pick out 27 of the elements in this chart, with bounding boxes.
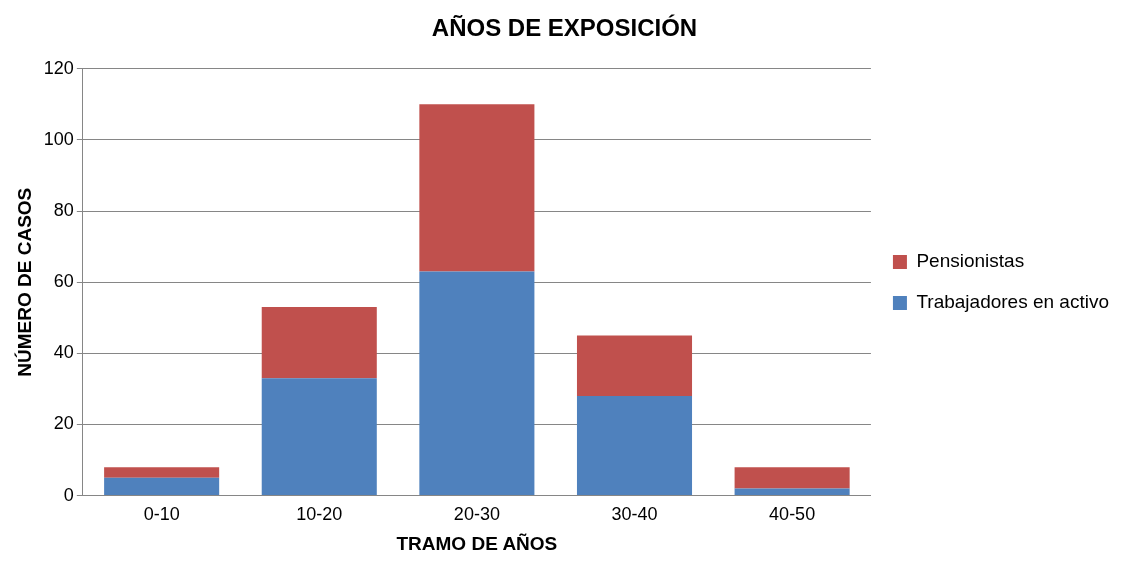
x-tick-label: 40-50	[769, 504, 816, 525]
y-axis-title: NÚMERO DE CASOS	[13, 187, 35, 377]
y-tick-label: 40	[53, 342, 74, 363]
bar	[576, 396, 693, 496]
bar	[576, 335, 693, 397]
y-tick-label: 0	[63, 484, 74, 505]
legend-label: Trabajadores en activo	[916, 291, 1110, 313]
y-tick-label: 80	[53, 200, 74, 221]
x-tick-label: 20-30	[453, 504, 500, 525]
x-axis-title: TRAMO DE AÑOS	[396, 532, 558, 554]
x-tick-label: 0-10	[143, 504, 180, 525]
x-tick-label: 10-20	[296, 504, 343, 525]
bar	[261, 307, 377, 379]
bar	[261, 378, 377, 496]
y-tick-label: 120	[43, 57, 74, 78]
bar	[419, 104, 535, 272]
bar	[419, 271, 535, 496]
y-tick-label: 60	[53, 271, 74, 292]
y-tick-label: 100	[43, 128, 74, 149]
y-tick-label: 20	[53, 413, 74, 434]
x-tick-label: 30-40	[611, 504, 658, 525]
bar	[104, 467, 220, 478]
legend-label: Pensionistas	[916, 250, 1025, 272]
bar	[104, 477, 220, 496]
chart-title: AÑOS DE EXPOSICIÓN	[431, 14, 698, 42]
bar	[734, 488, 850, 496]
bar	[734, 467, 850, 489]
